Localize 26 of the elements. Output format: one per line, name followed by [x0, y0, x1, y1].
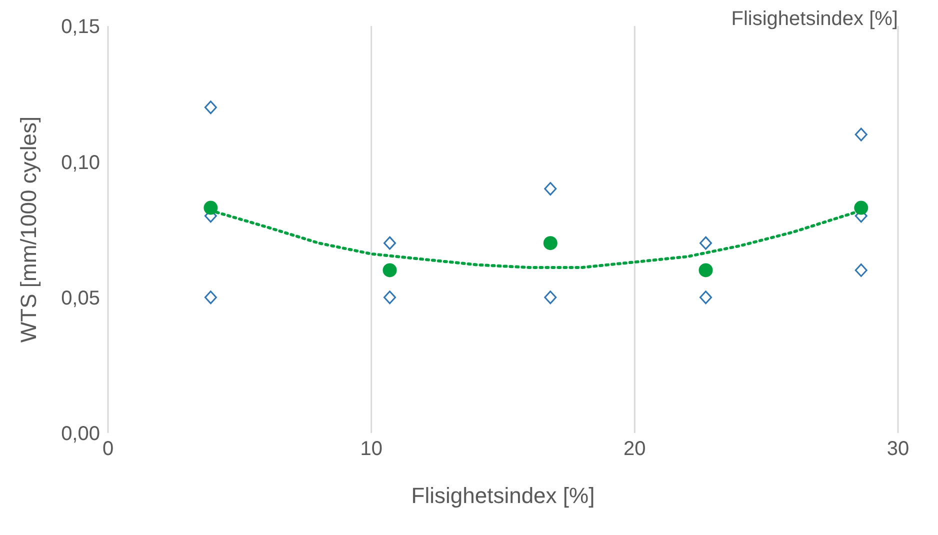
- x-tick-label: 30: [886, 438, 910, 460]
- y-tick-label: 0,00: [61, 423, 100, 446]
- point: [854, 200, 868, 215]
- point: [544, 182, 557, 196]
- point: [204, 200, 218, 215]
- point: [204, 100, 217, 114]
- point: [384, 236, 396, 250]
- y-tick-label: 0,15: [61, 16, 100, 38]
- point: [854, 128, 868, 142]
- x-axis-title: Flisighetsindex [%]: [411, 483, 595, 508]
- x-tick-label: 0: [102, 438, 114, 460]
- y-axis-title: WTS [mm/1000 cycles]: [16, 116, 41, 343]
- point: [544, 290, 557, 304]
- point: [384, 290, 396, 304]
- y-tick-label: 0,10: [61, 152, 100, 174]
- point: [854, 263, 868, 277]
- x-tick-label: 10: [360, 438, 382, 460]
- point: [382, 263, 397, 278]
- x-tick-label: 20: [624, 438, 646, 460]
- point: [700, 290, 712, 304]
- point: [204, 290, 217, 304]
- point: [543, 236, 558, 250]
- point: [700, 236, 712, 250]
- point: [698, 263, 713, 278]
- y-tick-label: 0,05: [61, 287, 100, 310]
- annotation: Flisighetsindex [%]: [731, 8, 898, 31]
